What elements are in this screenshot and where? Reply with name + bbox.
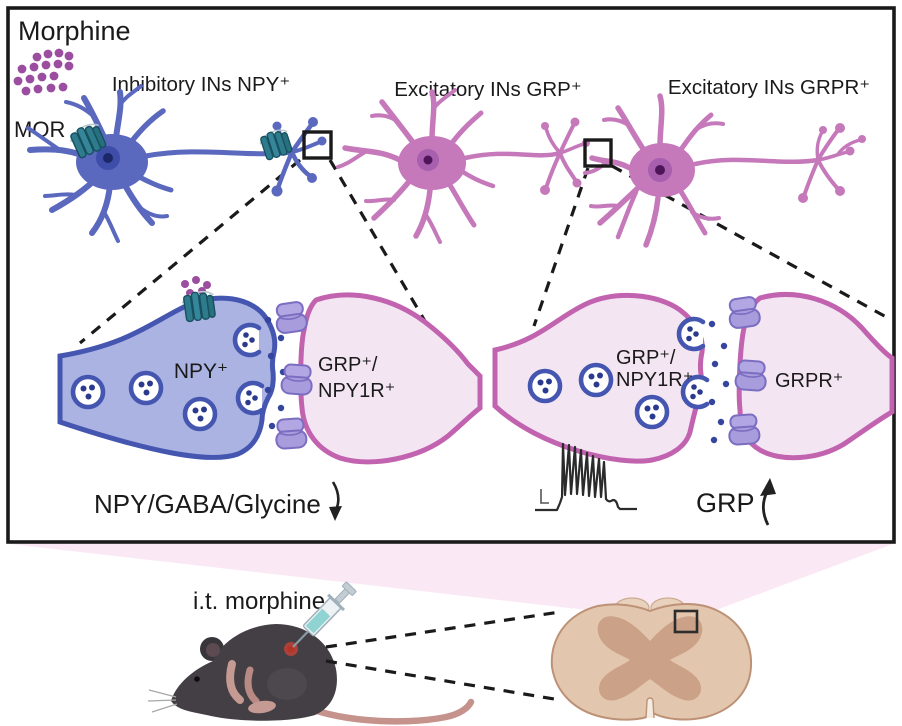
nucleus bbox=[423, 155, 433, 165]
left-synapse: NPY⁺ GRP⁺/ NPY1R⁺ bbox=[57, 276, 483, 465]
cord-zoom-box bbox=[673, 609, 699, 634]
postsynaptic-label-line1: GRP⁺/ bbox=[318, 354, 378, 376]
spinal-cord-section bbox=[550, 597, 753, 721]
nucleus bbox=[655, 165, 665, 175]
mouse-tail bbox=[294, 698, 475, 725]
grpr-receptor-icon bbox=[726, 295, 762, 330]
callout-dashed-line bbox=[328, 159, 434, 334]
morphine-title: Morphine bbox=[18, 16, 131, 46]
down-arrow-icon bbox=[329, 481, 342, 521]
excitatory-grp-neuron-label: Excitatory INs GRP⁺ bbox=[394, 78, 581, 101]
morphine-dots-icon bbox=[13, 48, 74, 96]
postsynaptic-terminal-grp-npy1r bbox=[298, 292, 483, 465]
scale-bar bbox=[540, 489, 549, 504]
excitatory-grp-neuron bbox=[336, 88, 590, 244]
grpr-receptor-icon bbox=[726, 412, 761, 447]
nucleus bbox=[103, 153, 113, 163]
grpr-receptor-icon bbox=[734, 358, 769, 393]
zoom-box-right bbox=[583, 138, 613, 168]
postsynaptic-terminal-grpr bbox=[736, 292, 895, 461]
fusing-vesicle bbox=[235, 325, 259, 355]
gray-matter bbox=[597, 616, 703, 701]
figure-border-box bbox=[6, 6, 896, 544]
callout-dashed-line bbox=[78, 158, 302, 345]
mouse-eye bbox=[194, 676, 200, 682]
npy1r-receptor-icon bbox=[273, 300, 309, 335]
excitatory-grpr-neuron bbox=[583, 93, 866, 248]
presynaptic-label-line1: GRP⁺/ bbox=[616, 347, 676, 369]
callout-dashed-line bbox=[611, 164, 889, 320]
it-morphine-label: i.t. morphine bbox=[193, 588, 325, 615]
inhibitory-neuron-label: Inhibitory INs NPY⁺ bbox=[112, 73, 290, 96]
mouse-whiskers bbox=[147, 689, 178, 713]
npy1r-receptor-icon bbox=[273, 416, 308, 451]
fusing-vesicle bbox=[238, 383, 262, 413]
npy1r-receptor-icon bbox=[280, 362, 315, 397]
excitatory-grpr-neuron-label: Excitatory INs GRPR⁺ bbox=[668, 76, 870, 99]
up-arrow-icon bbox=[760, 478, 776, 526]
right-outcome-label: GRP bbox=[696, 488, 755, 518]
callout-dashed-line bbox=[532, 167, 590, 327]
ventral-fissure bbox=[645, 697, 655, 719]
neurotransmitter-dots bbox=[708, 320, 730, 444]
left-outcome-label: NPY/GABA/Glycine bbox=[94, 489, 321, 519]
presynaptic-label-line2: NPY1R⁺ bbox=[616, 369, 693, 391]
fusing-vesicle bbox=[679, 319, 703, 349]
postsynaptic-label-line2: NPY1R⁺ bbox=[318, 380, 395, 402]
zoom-box-left bbox=[302, 130, 333, 160]
spike-train-trace bbox=[535, 442, 637, 512]
presynaptic-label: NPY⁺ bbox=[174, 360, 228, 383]
inhibitory-neuron bbox=[26, 84, 327, 243]
right-synapse: GRP⁺/ NPY1R⁺ GRPR⁺ bbox=[492, 292, 895, 464]
syringe-icon bbox=[284, 581, 357, 656]
postsynaptic-label: GRPR⁺ bbox=[775, 370, 843, 392]
